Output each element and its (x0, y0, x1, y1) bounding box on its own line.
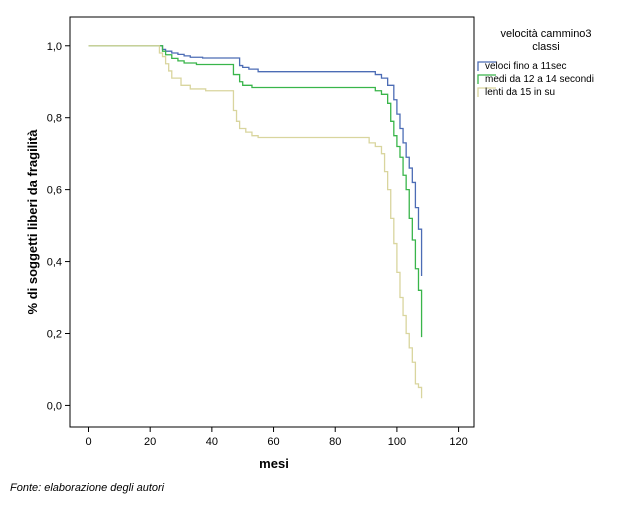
legend: velocità cammino3 classi veloci fino a 1… (477, 28, 594, 98)
series-line-2 (88, 45, 423, 338)
legend-label-3: lenti da 15 in su (485, 87, 555, 98)
y-tick-label: 0,2 (47, 328, 62, 340)
x-tick-label: 80 (329, 436, 341, 448)
plot-frame (69, 16, 475, 428)
km-survival-chart: 0,00,20,40,60,81,0 0 20 40 60 80 100 120 mesi … (25, 16, 594, 471)
legend-title-line-2: classi (532, 41, 560, 53)
series-line-3 (88, 45, 423, 399)
x-axis-title: mesi (259, 456, 289, 471)
legend-title-line-1: velocità cammino3 (500, 28, 591, 40)
legend-swatch-3 (477, 87, 496, 97)
x-tick-label: 40 (206, 436, 218, 448)
x-tick-label: 100 (388, 436, 406, 448)
legend-swatch-1 (477, 61, 496, 71)
x-tick-label: 0 (85, 436, 91, 448)
y-axis-title: % di soggetti liberi da fragilità (25, 129, 40, 315)
legend-label-1: veloci fino a 11sec (485, 61, 567, 72)
series-line-1 (88, 45, 423, 276)
x-axis-ticks: 0 20 40 60 80 100 120 (85, 427, 468, 448)
y-axis-ticks: 0,0 0,2 0,4 0,6 0,8 1,0 (47, 41, 70, 412)
x-tick-label: 20 (144, 436, 156, 448)
y-tick-label: 0,0 (47, 400, 62, 412)
y-tick-label: 1,0 (47, 41, 62, 53)
x-tick-label: 60 (267, 436, 279, 448)
legend-label-2: medi da 12 a 14 secondi (485, 74, 594, 85)
series-layer (88, 45, 423, 399)
y-tick-label: 0,8 (47, 113, 62, 125)
y-tick-label: 0,6 (47, 185, 62, 197)
source-note: Fonte: elaborazione degli autori (10, 482, 165, 494)
y-tick-label: 0,4 (47, 257, 62, 269)
x-tick-label: 120 (449, 436, 467, 448)
legend-swatch-2 (477, 74, 496, 84)
